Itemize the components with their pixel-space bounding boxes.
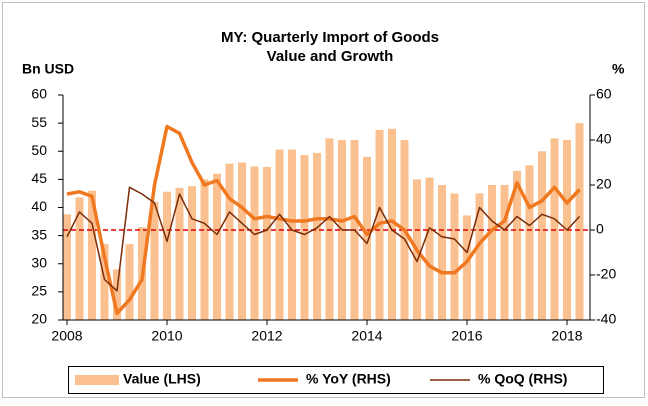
bar [63, 214, 71, 320]
bar [188, 186, 196, 320]
y-tick-label: 30 [31, 254, 47, 270]
y2-tick-label: 60 [596, 86, 612, 102]
legend-box [68, 366, 604, 394]
bar [363, 156, 371, 320]
bar [225, 163, 234, 320]
y-tick-label: 50 [31, 142, 47, 158]
bar [313, 152, 321, 320]
bar [513, 170, 521, 320]
y-tick-label: 25 [31, 283, 47, 299]
bar [150, 201, 159, 320]
y-tick-label: 40 [31, 198, 47, 214]
bar [213, 173, 221, 320]
bar [538, 151, 546, 320]
y2-tick-label: -40 [596, 311, 616, 327]
bar [575, 123, 584, 320]
bar [163, 191, 171, 320]
bar [488, 185, 496, 320]
bar [238, 162, 246, 320]
chart-title: MY: Quarterly Import of Goods [221, 29, 439, 46]
x-tick-label: 2008 [51, 328, 82, 344]
bar [250, 166, 259, 320]
bar [100, 244, 109, 320]
y-tick-label: 20 [31, 311, 47, 327]
chart-title: Value and Growth [267, 48, 394, 65]
x-tick-label: 2014 [351, 328, 382, 344]
bar [200, 179, 209, 320]
y-tick-label: 35 [31, 226, 47, 242]
y-tick-label: 45 [31, 170, 47, 186]
line-series [66, 186, 581, 292]
y2-tick-label: 40 [596, 131, 612, 147]
bar [475, 193, 484, 320]
chart-frame [2, 2, 645, 398]
bar [263, 167, 271, 320]
bar [288, 149, 296, 320]
bar [88, 190, 96, 320]
legend-label: % QoQ (RHS) [478, 371, 567, 387]
bar [500, 185, 509, 320]
x-tick-label: 2018 [551, 328, 582, 344]
legend-label: % YoY (RHS) [306, 371, 391, 387]
bar [275, 149, 284, 320]
bar [175, 187, 184, 320]
bar [113, 269, 121, 320]
bar [300, 155, 309, 320]
bar [438, 185, 446, 320]
bar [463, 215, 471, 320]
y-tick-label: 55 [31, 114, 47, 130]
y2-tick-label: -20 [596, 266, 616, 282]
bar [75, 197, 84, 320]
y-tick-label: 60 [31, 86, 47, 102]
bar [125, 244, 134, 320]
x-tick-label: 2016 [451, 328, 482, 344]
legend-label: Value (LHS) [123, 371, 201, 387]
x-tick-label: 2012 [251, 328, 282, 344]
bar [450, 193, 459, 320]
bar [425, 177, 434, 320]
bar [525, 165, 534, 320]
y2-axis-label: % [612, 61, 625, 77]
x-tick-label: 2010 [151, 328, 182, 344]
y2-tick-label: 0 [596, 221, 604, 237]
y-axis-label: Bn USD [22, 61, 74, 77]
bar [388, 128, 396, 320]
bar [325, 138, 334, 320]
legend-swatch [75, 375, 119, 385]
y2-tick-label: 20 [596, 176, 612, 192]
bar [550, 138, 559, 320]
